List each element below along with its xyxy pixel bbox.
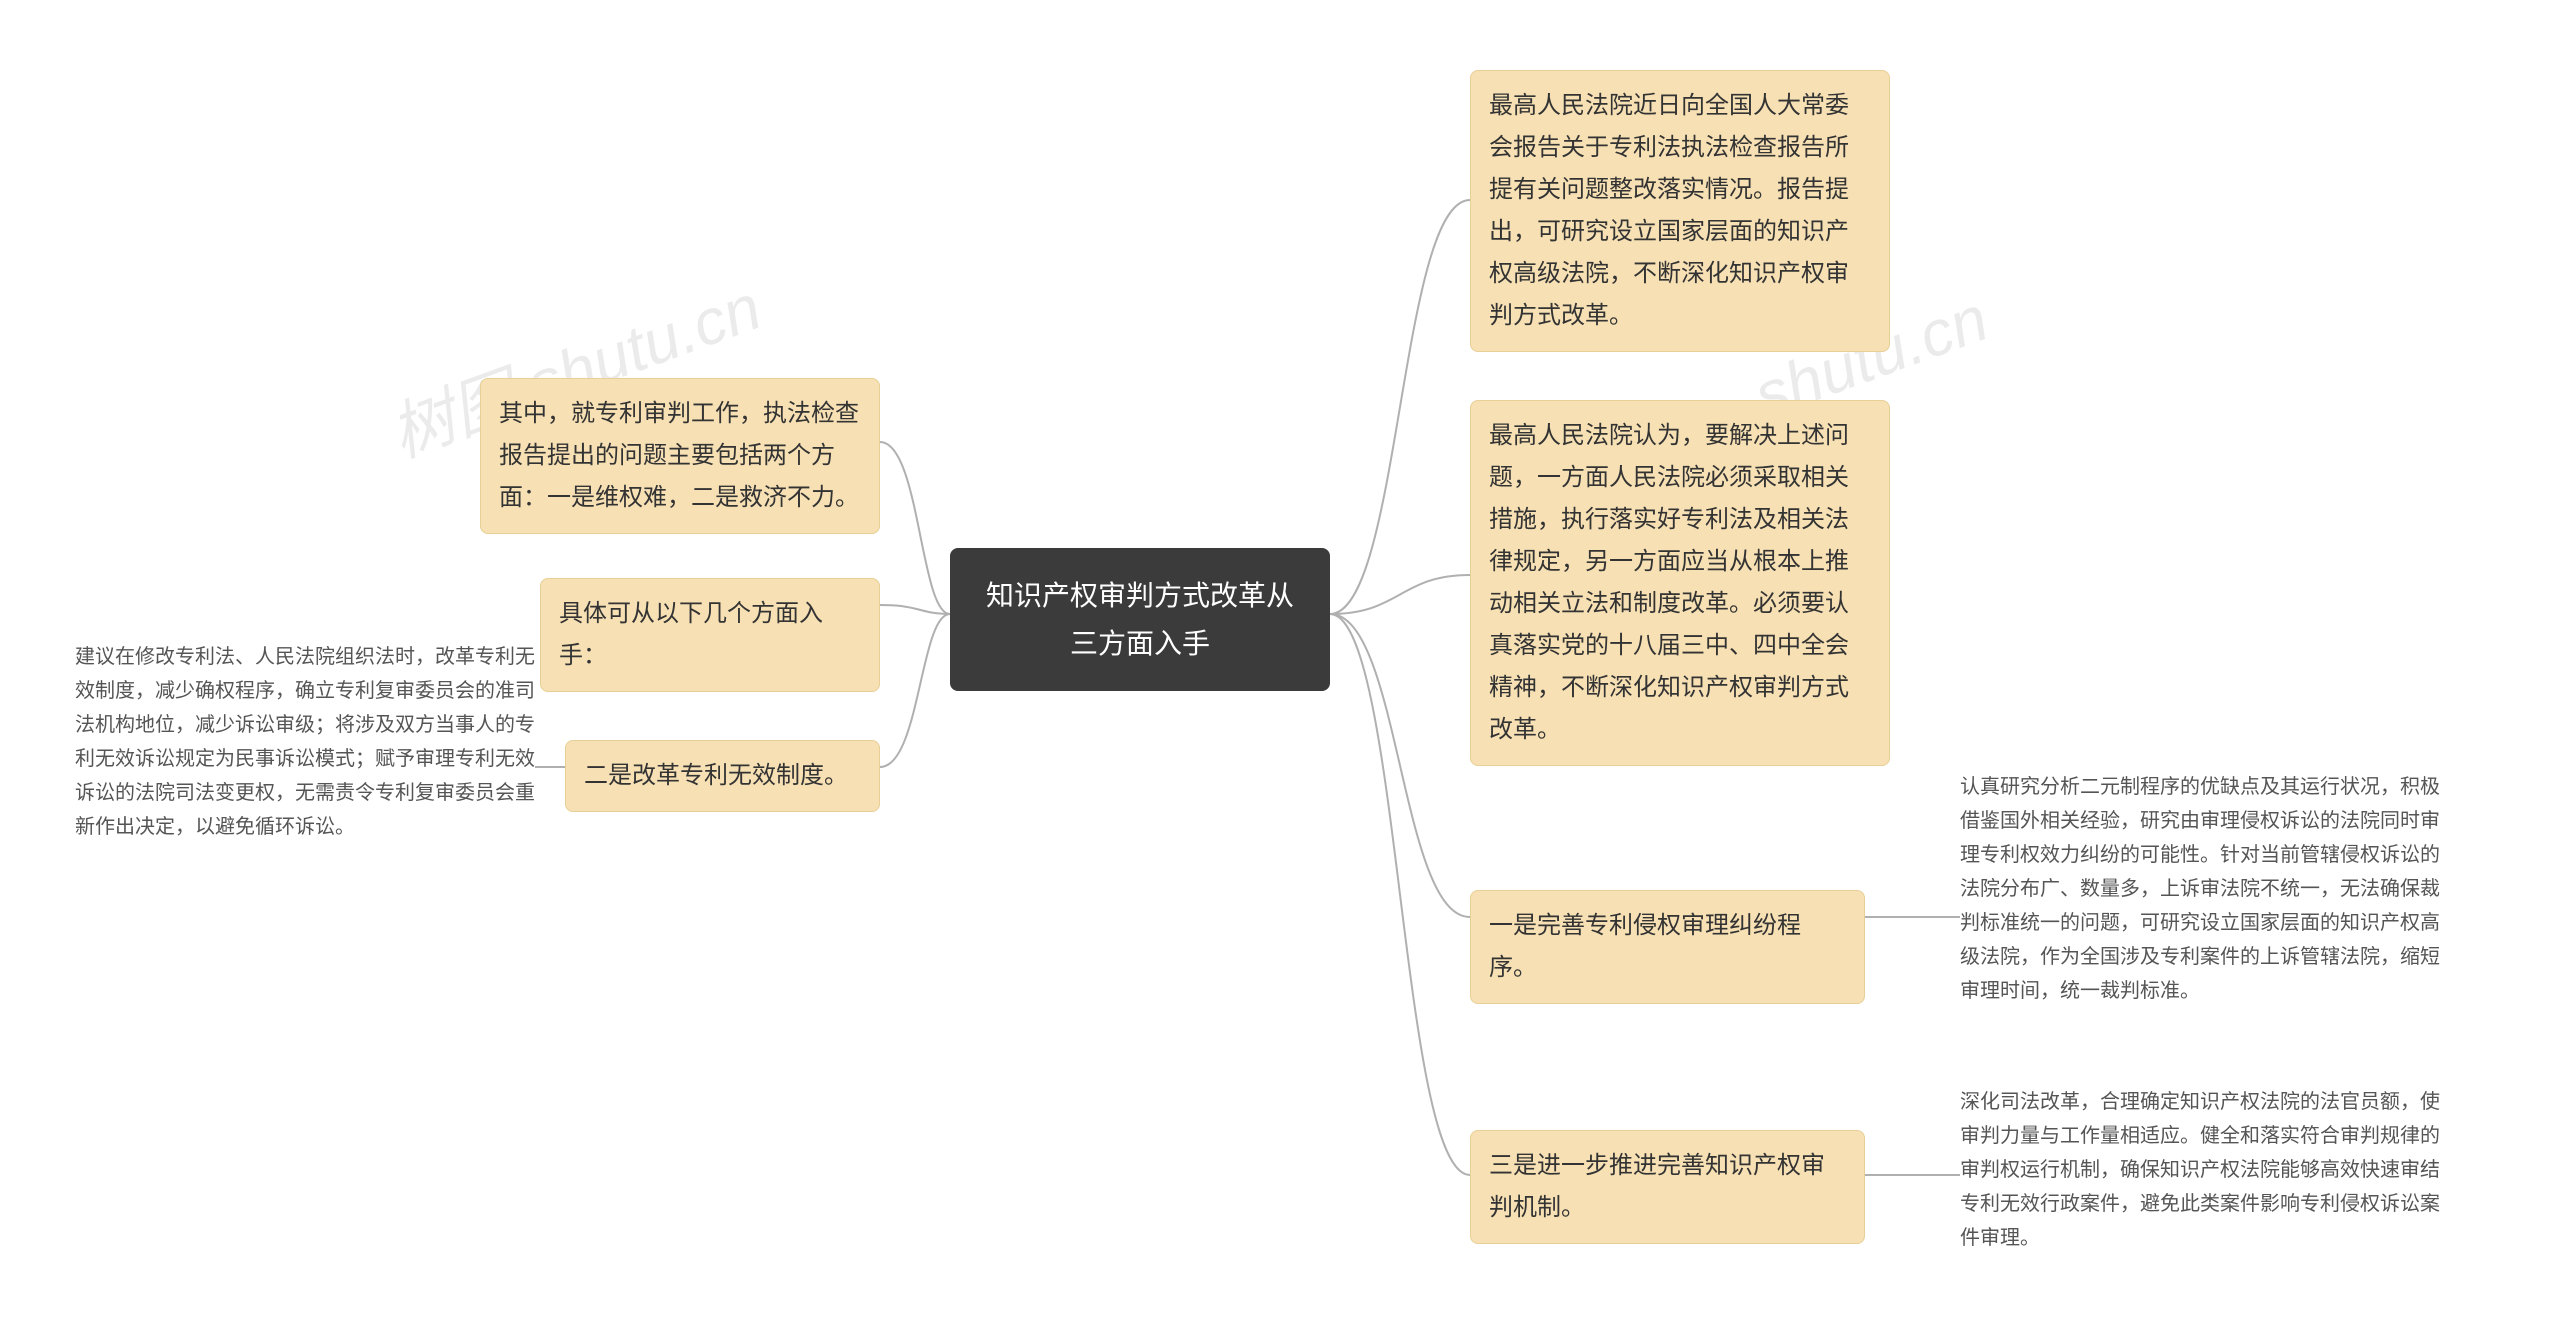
root-node[interactable]: 知识产权审判方式改革从三方面入手: [950, 548, 1330, 691]
connector: [1330, 614, 1470, 1175]
left-node-1[interactable]: 其中，就专利审判工作，执法检查报告提出的问题主要包括两个方面：一是维权难，二是救…: [480, 378, 880, 534]
right-node-4-detail: 深化司法改革，合理确定知识产权法院的法官员额，使审判力量与工作量相适应。健全和落…: [1960, 1085, 2450, 1255]
right-node-2[interactable]: 最高人民法院认为，要解决上述问题，一方面人民法院必须采取相关措施，执行落实好专利…: [1470, 400, 1890, 766]
mindmap-canvas: 树图 shutu.cn shutu.cn 知识产权审判方式改革从三方面入手 其中…: [0, 0, 2560, 1325]
connector: [880, 605, 950, 614]
connector: [880, 442, 950, 614]
right-node-3[interactable]: 一是完善专利侵权审理纠纷程序。: [1470, 890, 1865, 1004]
connector: [1330, 200, 1470, 614]
left-node-3-detail: 建议在修改专利法、人民法院组织法时，改革专利无效制度，减少确权程序，确立专利复审…: [75, 640, 535, 844]
connector: [1330, 575, 1470, 614]
connector: [1330, 614, 1470, 917]
connector: [880, 614, 950, 767]
left-node-3[interactable]: 二是改革专利无效制度。: [565, 740, 880, 812]
right-node-3-detail: 认真研究分析二元制程序的优缺点及其运行状况，积极借鉴国外相关经验，研究由审理侵权…: [1960, 770, 2450, 1008]
right-node-4[interactable]: 三是进一步推进完善知识产权审判机制。: [1470, 1130, 1865, 1244]
right-node-1[interactable]: 最高人民法院近日向全国人大常委会报告关于专利法执法检查报告所提有关问题整改落实情…: [1470, 70, 1890, 352]
left-node-2[interactable]: 具体可从以下几个方面入手：: [540, 578, 880, 692]
